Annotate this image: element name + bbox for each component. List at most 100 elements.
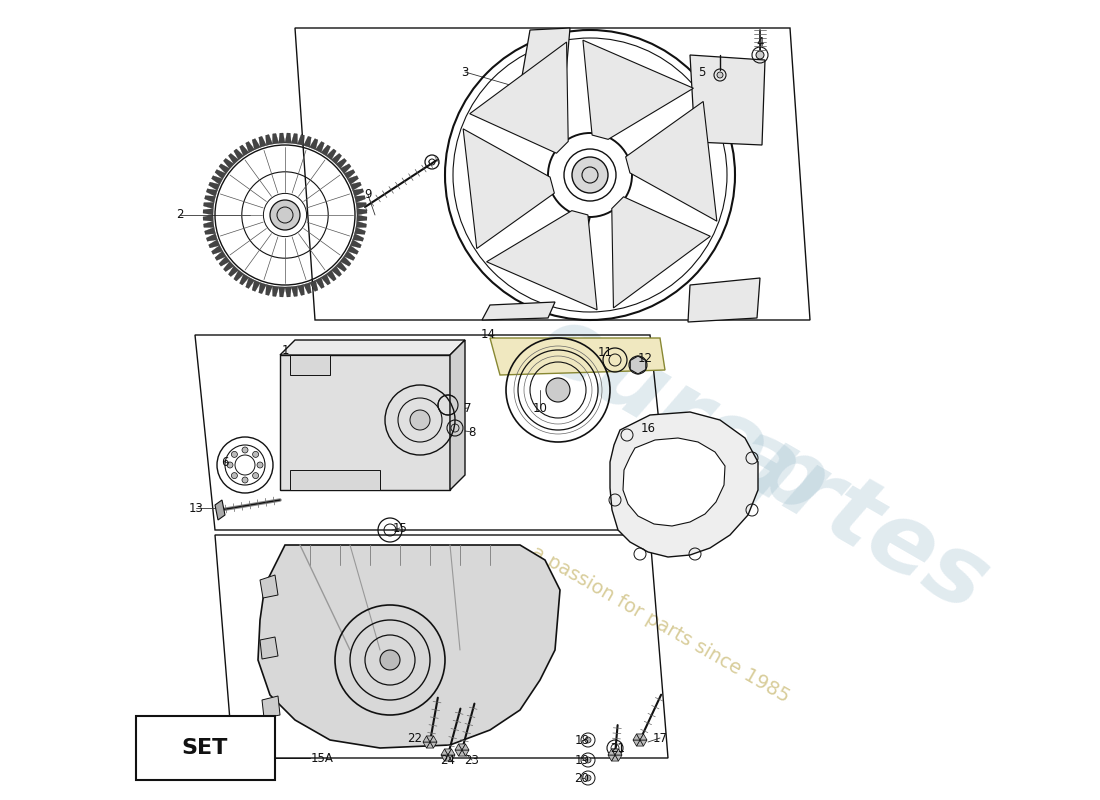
Circle shape (572, 157, 608, 193)
Polygon shape (462, 750, 469, 756)
Polygon shape (292, 134, 297, 144)
Polygon shape (520, 28, 570, 88)
Text: 10: 10 (532, 402, 548, 414)
Polygon shape (304, 136, 311, 147)
Polygon shape (455, 750, 462, 756)
Polygon shape (612, 749, 618, 755)
Text: europ: europ (520, 296, 844, 536)
Polygon shape (640, 740, 647, 746)
Circle shape (585, 757, 591, 763)
Text: 15A: 15A (310, 751, 333, 765)
Polygon shape (444, 755, 451, 761)
Polygon shape (258, 136, 266, 147)
Polygon shape (278, 133, 285, 143)
Circle shape (756, 51, 764, 59)
Polygon shape (630, 356, 646, 374)
Polygon shape (448, 755, 455, 761)
Polygon shape (350, 240, 362, 248)
Polygon shape (327, 270, 337, 281)
Polygon shape (356, 202, 366, 209)
Polygon shape (258, 282, 266, 294)
Polygon shape (612, 197, 711, 308)
Polygon shape (240, 274, 249, 285)
Circle shape (227, 462, 233, 468)
Text: 16: 16 (640, 422, 656, 434)
Polygon shape (262, 696, 280, 718)
Circle shape (379, 650, 400, 670)
Polygon shape (205, 196, 216, 202)
Text: 9: 9 (364, 189, 372, 202)
Polygon shape (234, 270, 244, 281)
Polygon shape (304, 282, 311, 294)
Polygon shape (223, 158, 234, 169)
Circle shape (270, 200, 300, 230)
Polygon shape (690, 55, 764, 145)
Polygon shape (229, 266, 239, 277)
Polygon shape (450, 340, 465, 490)
Polygon shape (340, 164, 351, 174)
Polygon shape (245, 278, 254, 289)
Text: artes: artes (712, 409, 1004, 631)
Polygon shape (207, 189, 218, 196)
Text: 7: 7 (464, 402, 472, 414)
Text: 3: 3 (461, 66, 469, 78)
Polygon shape (610, 412, 758, 557)
Polygon shape (223, 262, 234, 271)
Polygon shape (427, 742, 433, 748)
Polygon shape (214, 170, 225, 179)
Polygon shape (353, 234, 364, 242)
Polygon shape (245, 142, 254, 153)
Text: 18: 18 (574, 734, 590, 746)
Text: 13: 13 (188, 502, 204, 514)
Polygon shape (321, 274, 330, 285)
Polygon shape (470, 42, 569, 154)
Circle shape (585, 737, 591, 743)
Polygon shape (424, 736, 430, 742)
Polygon shape (626, 102, 717, 221)
Polygon shape (273, 134, 278, 144)
Polygon shape (424, 742, 430, 748)
Polygon shape (266, 285, 273, 295)
Polygon shape (219, 256, 230, 266)
Polygon shape (348, 176, 359, 185)
Text: 21: 21 (610, 742, 626, 754)
Circle shape (585, 775, 591, 781)
Polygon shape (340, 256, 351, 266)
Polygon shape (309, 138, 318, 150)
Circle shape (242, 447, 248, 453)
FancyBboxPatch shape (136, 716, 275, 780)
Polygon shape (297, 285, 305, 295)
Polygon shape (331, 266, 342, 277)
Text: 15: 15 (393, 522, 407, 534)
Polygon shape (229, 154, 239, 164)
Polygon shape (297, 134, 305, 146)
Polygon shape (207, 234, 218, 242)
Circle shape (546, 378, 570, 402)
Polygon shape (280, 355, 450, 490)
Polygon shape (441, 749, 448, 755)
Text: 1: 1 (282, 343, 288, 357)
Polygon shape (427, 736, 433, 742)
Text: 12: 12 (638, 351, 652, 365)
Polygon shape (632, 740, 640, 746)
Polygon shape (204, 209, 213, 215)
Polygon shape (344, 170, 355, 179)
Polygon shape (219, 164, 230, 174)
Text: 6: 6 (221, 455, 229, 469)
Polygon shape (448, 749, 455, 755)
Polygon shape (354, 196, 365, 202)
Polygon shape (211, 176, 222, 185)
Polygon shape (353, 189, 364, 196)
Circle shape (231, 451, 238, 458)
Polygon shape (209, 182, 220, 190)
Polygon shape (209, 240, 220, 248)
Text: 19: 19 (574, 754, 590, 766)
Polygon shape (486, 210, 597, 310)
Polygon shape (623, 438, 725, 526)
Polygon shape (273, 286, 278, 297)
Polygon shape (285, 133, 292, 143)
Polygon shape (459, 744, 465, 750)
Polygon shape (327, 149, 337, 160)
Polygon shape (615, 755, 622, 761)
Polygon shape (354, 227, 365, 234)
